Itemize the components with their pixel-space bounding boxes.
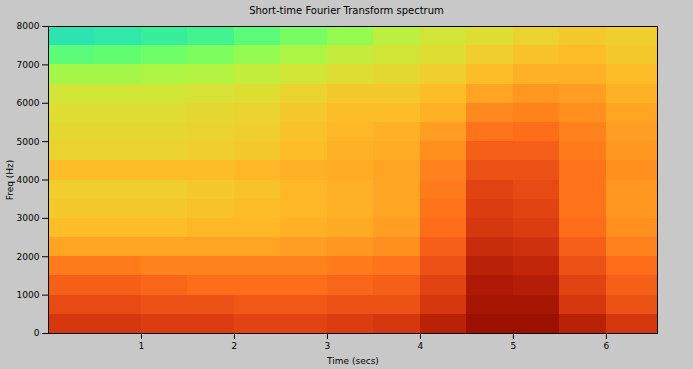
svg-text:6000: 6000: [17, 98, 40, 108]
svg-text:6: 6: [603, 341, 609, 351]
svg-text:2000: 2000: [17, 252, 40, 262]
svg-text:4: 4: [418, 341, 424, 351]
svg-text:5: 5: [511, 341, 517, 351]
svg-text:2: 2: [232, 341, 238, 351]
svg-text:3000: 3000: [17, 213, 40, 223]
svg-text:Freq (Hz): Freq (Hz): [5, 160, 15, 201]
svg-text:1: 1: [139, 341, 145, 351]
html-text:Short-time Fourier Transform s: Short-time Fourier Transform spectrum: [249, 5, 444, 16]
svg-text:8000: 8000: [17, 21, 40, 31]
svg-text:1000: 1000: [17, 290, 40, 300]
svg-text:7000: 7000: [17, 60, 40, 70]
svg-text:3: 3: [325, 341, 331, 351]
svg-text:5000: 5000: [17, 137, 40, 147]
svg-text:4000: 4000: [17, 175, 40, 185]
svg-text:0: 0: [34, 328, 40, 338]
svg-text:Time (secs): Time (secs): [326, 356, 379, 366]
